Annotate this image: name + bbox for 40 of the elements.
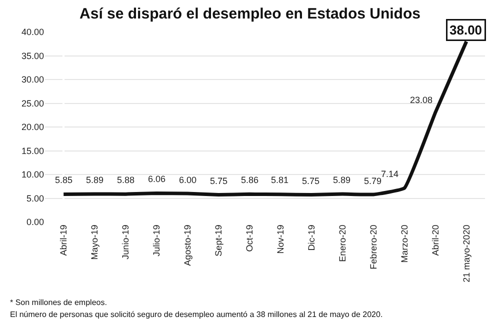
x-tick-label: Julio-19 (151, 224, 162, 256)
text: El número de personas que solicitó seguro de desempleo aumentó a 38 millones al 21 de mayo de 2020. (10, 310, 383, 319)
data-label: 5.89 (86, 175, 104, 185)
x-tick-label: Abril-19 (58, 224, 69, 256)
x-tick-label: Junio-19 (120, 224, 130, 260)
data-label: 5.85 (55, 175, 73, 185)
x-tick-label: Enero-20 (337, 224, 348, 262)
x-tick-label: Abril-20 (430, 224, 440, 256)
data-label: 23.08 (410, 95, 433, 105)
y-tick-label: 20.00 (21, 122, 44, 132)
x-tick-label: Sept-19 (213, 224, 224, 256)
data-label: 6.06 (148, 174, 166, 184)
chart-title: Así se disparó el desempleo en Estados Unidos (80, 6, 420, 23)
y-tick-label: 10.00 (21, 170, 44, 180)
data-label: 5.79 (364, 176, 382, 186)
x-tick-label: Nov-19 (275, 224, 286, 254)
y-tick-label: 0.00 (26, 217, 44, 228)
data-label: 5.86 (241, 175, 259, 185)
x-tick-label: Agosto-19 (182, 224, 192, 266)
y-tick-label: 15.00 (21, 146, 44, 156)
data-label: 7.14 (381, 169, 399, 179)
y-tick-label: 40.00 (21, 27, 44, 38)
data-label: 5.75 (210, 176, 228, 186)
y-tick-label: 5.00 (26, 193, 44, 204)
y-tick-label: 30.00 (21, 74, 44, 85)
data-label: 5.81 (271, 175, 289, 185)
x-tick-label: Febrero-20 (368, 224, 378, 270)
x-tick-label: Mayo-19 (90, 224, 100, 260)
x-tick-label: Oct-19 (244, 224, 254, 252)
data-label: 38.00 (450, 22, 482, 38)
x-tick-label: 21 mayo-2020 (461, 224, 472, 282)
y-tick-label: 35.00 (21, 50, 44, 61)
data-label: 6.00 (179, 175, 197, 185)
x-tick-label: Dic-19 (306, 224, 316, 251)
x-tick-label: Marzo-20 (399, 224, 410, 263)
y-tick-label: 25.00 (21, 98, 44, 108)
data-label: 5.88 (117, 175, 135, 185)
text: * Son millones de empleos. (10, 298, 107, 307)
data-label: 5.75 (302, 176, 320, 186)
data-label: 5.89 (333, 175, 351, 185)
